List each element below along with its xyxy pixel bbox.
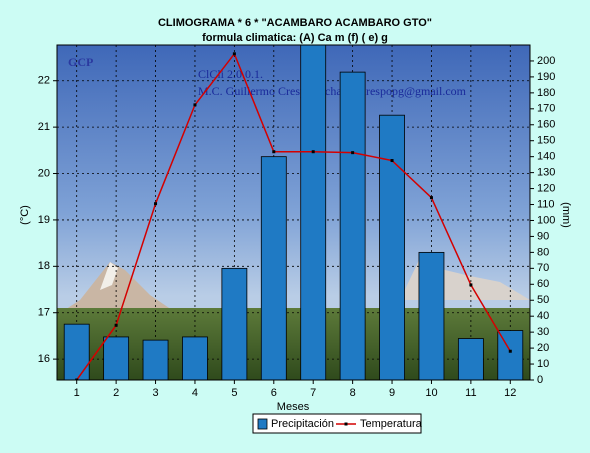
y2-tick-label: 0 (537, 374, 543, 386)
point (75, 378, 79, 380)
x-tick-label: 11 (465, 387, 476, 399)
legend-label: Temperatura (360, 418, 423, 430)
chart-title: CLIMOGRAMA * 6 * "ACAMBARO ACAMBARO GTO" (158, 17, 432, 29)
y-tick-label: 22 (38, 75, 50, 87)
y2-tick-label: 90 (537, 230, 549, 242)
y2-tick-label: 200 (537, 55, 555, 67)
bar (142, 339, 169, 380)
x-tick-label: 12 (504, 387, 516, 399)
x-tick-label: 3 (152, 387, 158, 399)
y2-tick-label: 20 (537, 342, 549, 354)
logo: GCP (68, 55, 93, 69)
x-tick-label: 8 (350, 387, 356, 399)
annotation: M.C. Guillermo Crespo Pichardo crespopg@… (198, 84, 467, 98)
y2-tick-label: 120 (537, 182, 555, 194)
y-tick-label: 17 (38, 307, 50, 319)
bar (497, 330, 524, 380)
bar (103, 336, 130, 380)
line (76, 52, 511, 380)
y2-tick-label: 10 (537, 358, 549, 370)
y2-tick-label: 50 (537, 294, 549, 306)
y2-axis-label: (mm) (560, 202, 572, 228)
bar (260, 156, 287, 380)
y-tick-label: 21 (38, 121, 50, 133)
y-axis-label: (°C) (19, 205, 31, 225)
point (429, 196, 433, 200)
legend-swatch (257, 418, 268, 430)
point (154, 202, 158, 206)
bar (339, 71, 366, 380)
y2-tick-label: 60 (537, 278, 549, 290)
y2-tick-label: 140 (537, 151, 555, 163)
bar (221, 267, 248, 380)
background-photo (57, 45, 530, 380)
x-tick-label: 5 (231, 387, 237, 399)
bar (457, 338, 484, 380)
plot-marks (63, 45, 524, 380)
y-tick-label: 18 (38, 260, 50, 272)
x-tick-label: 2 (113, 387, 119, 399)
point (390, 159, 394, 163)
y2-tick-label: 190 (537, 71, 555, 83)
y2-tick-label: 130 (537, 167, 555, 179)
y2-tick-label: 30 (537, 326, 549, 338)
y2-tick-label: 70 (537, 262, 549, 274)
x-tick-label: 4 (192, 387, 198, 399)
point (193, 103, 197, 107)
y2-tick-label: 40 (537, 310, 549, 322)
legend-label: Precipitación (271, 418, 334, 430)
x-axis-label: Meses (277, 401, 310, 413)
point (232, 52, 236, 56)
point (508, 349, 512, 353)
y2-tick-label: 150 (537, 135, 555, 147)
bar (418, 251, 445, 380)
y-tick-label: 16 (38, 353, 50, 365)
y2-tick-label: 160 (537, 119, 555, 131)
x-tick-label: 6 (271, 387, 277, 399)
annotation: ClCli 2.0.0.1. (198, 67, 263, 81)
bar (63, 323, 90, 380)
y-tick-label: 19 (38, 214, 50, 226)
point (311, 150, 315, 154)
point (469, 283, 473, 287)
bar (300, 45, 327, 380)
y2-tick-label: 180 (537, 87, 555, 99)
point (272, 150, 276, 154)
x-tick-label: 1 (74, 387, 80, 399)
legend-point (344, 422, 348, 426)
point (114, 323, 118, 327)
y2-tick-label: 80 (537, 246, 549, 258)
x-tick-label: 7 (310, 387, 316, 399)
x-tick-label: 9 (389, 387, 395, 399)
point (351, 151, 355, 155)
y2-tick-label: 170 (537, 103, 555, 115)
chart-subtitle: formula climatica: (A) Ca m (f) ( e) g (202, 32, 388, 44)
y-tick-label: 20 (38, 167, 50, 179)
x-tick-label: 10 (425, 387, 437, 399)
y2-tick-label: 100 (537, 214, 555, 226)
bar (182, 336, 208, 380)
y2-tick-label: 110 (537, 198, 555, 210)
bar (379, 114, 405, 380)
plot-frame (56, 44, 531, 381)
